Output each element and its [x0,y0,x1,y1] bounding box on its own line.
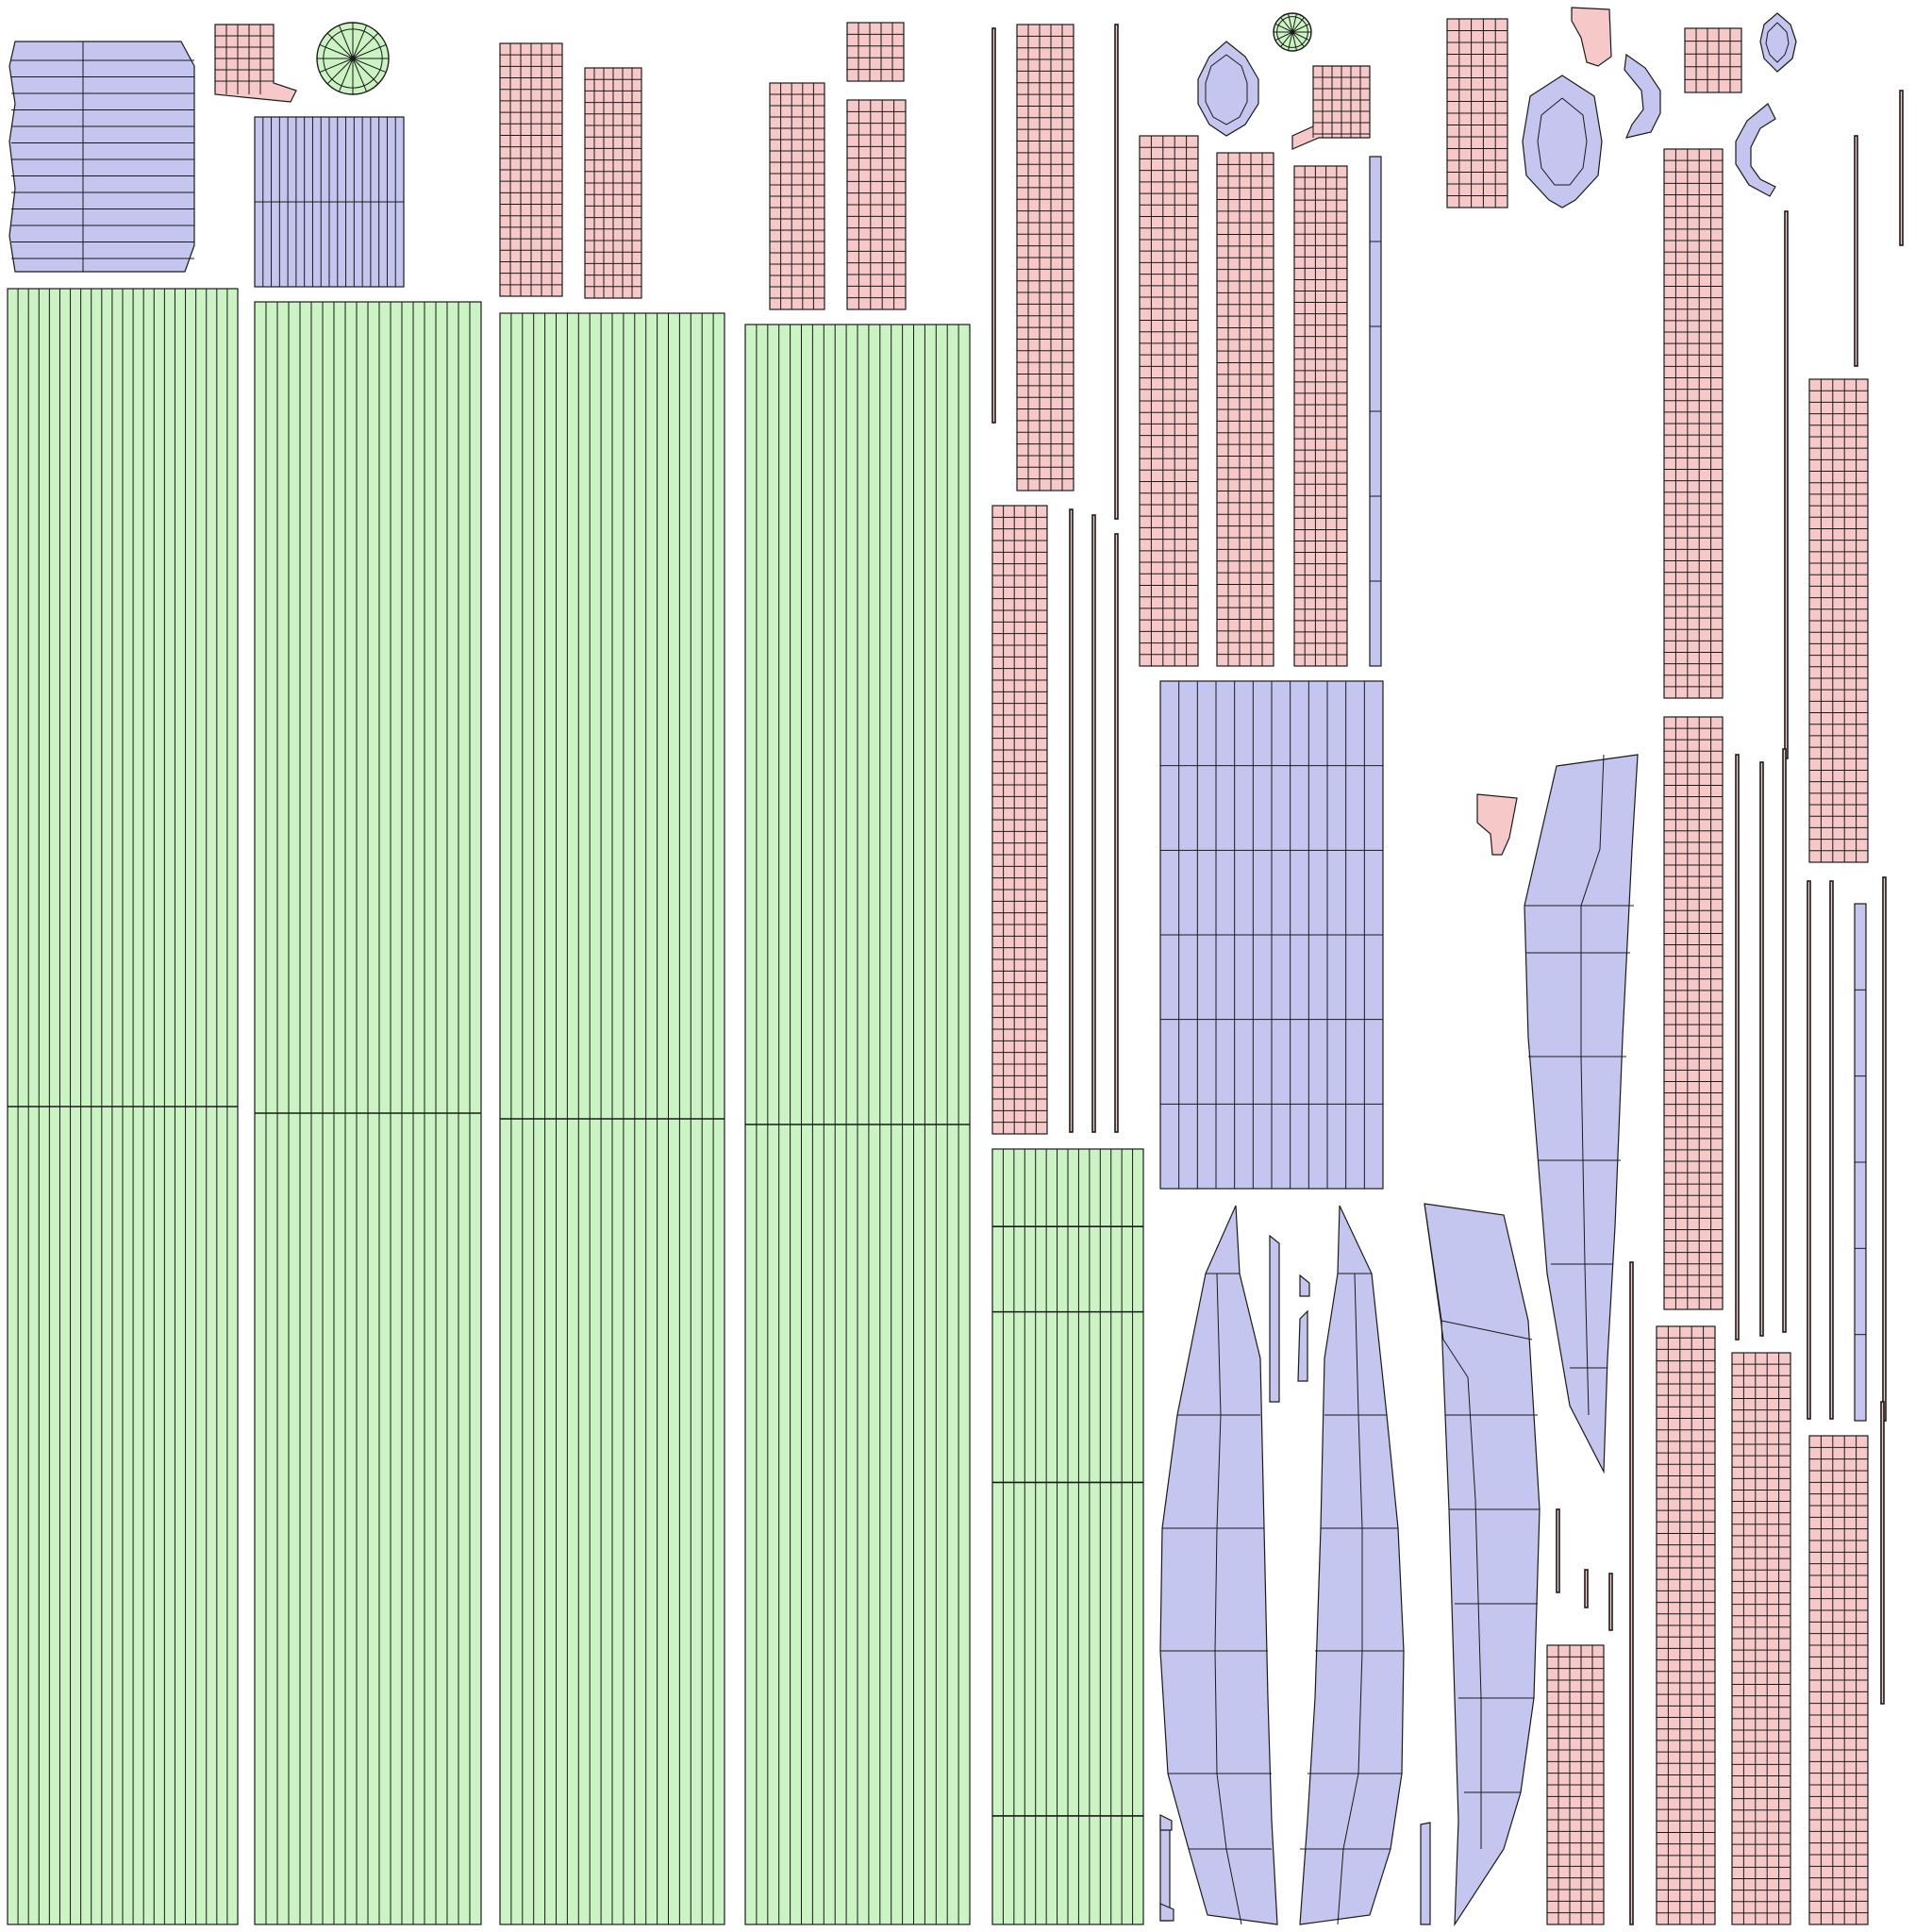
circle-fan-9 [316,22,390,95]
thin-strip-21 [1091,514,1096,1133]
blue-leaf-30 [1299,1205,1405,1925]
pink-grid-49 [1663,148,1724,699]
pink-grid-17 [991,505,1048,1135]
blue-strip-27 [1369,156,1382,667]
green-panel-4 [744,324,971,1925]
pink-grid-15 [846,99,907,310]
blue-strip-56 [1854,903,1867,1422]
pink-grid-50 [1663,716,1724,1310]
pink-grid-53 [1731,1352,1791,1925]
thin-strip-18 [991,27,996,424]
blue-patch-7 [254,116,405,288]
thin-strip-68 [1556,1508,1560,1593]
blue-small-39 [1159,1903,1174,1922]
green-panel-5 [991,1148,1144,1925]
thin-strip-19 [1114,24,1119,520]
pink-grid-54 [1808,1435,1869,1925]
blue-oval-42 [1759,12,1797,73]
pink-small-46 [1476,793,1518,856]
blue-small-34 [1299,1274,1310,1297]
uv-islands [7,7,1904,1927]
thin-strip-67 [1629,1261,1634,1925]
pink-grid-12 [584,67,642,299]
thin-strip-65 [1854,135,1858,367]
blue-grid-28 [1159,680,1384,1190]
blue-arc-44 [1735,103,1776,197]
pink-grid-55 [1546,1644,1605,1925]
green-panel-3 [499,312,725,1925]
thin-strip-69 [1584,1569,1589,1608]
thin-strip-61 [1807,880,1811,1420]
green-panel-1 [7,288,239,1925]
blue-leaf-31 [1424,1203,1541,1927]
pink-grid-52 [1656,1325,1716,1925]
blue-oval-41 [1522,75,1603,208]
pink-grid-48 [1684,27,1742,93]
pink-grid-25 [1293,165,1348,667]
blue-leaf-32 [1524,754,1639,1474]
thin-strip-20 [1069,508,1074,1133]
thin-strip-57 [1784,210,1789,759]
blue-leaf-29 [1159,1205,1278,1925]
pink-grid-13 [769,82,825,310]
green-panel-2 [254,301,482,1925]
pink-grid-11 [499,42,563,297]
thin-strip-60 [1782,748,1787,1333]
thin-strip-58 [1735,754,1740,1341]
thin-strip-22 [1114,533,1119,1133]
thin-strip-63 [1882,876,1887,1422]
blue-small-38 [1159,1814,1173,1831]
blue-arc-43 [1624,53,1661,139]
pink-small-45 [1571,7,1612,67]
pink-grid-24 [1216,152,1274,667]
thin-strip-66 [1899,90,1904,246]
pink-grid-47 [1446,18,1508,208]
thin-strip-62 [1829,880,1834,1420]
pink-grid-23 [1139,135,1199,667]
pink-corner-26 [1291,65,1371,150]
pink-grid-14 [846,22,905,82]
blue-patch-6 [8,41,195,273]
blue-small-33 [1269,1234,1280,1403]
thin-strip-70 [1608,1573,1613,1631]
blue-small-35 [1297,1309,1308,1382]
pink-grid-16 [1016,24,1074,491]
pink-corner-8 [214,24,297,103]
thin-strip-64 [1880,1401,1885,1705]
pink-grid-51 [1808,378,1869,863]
blue-small-37 [1420,1822,1431,1925]
circle-fan-10 [1273,12,1312,52]
blue-oval-40 [1197,41,1259,137]
thin-strip-59 [1759,761,1764,1337]
